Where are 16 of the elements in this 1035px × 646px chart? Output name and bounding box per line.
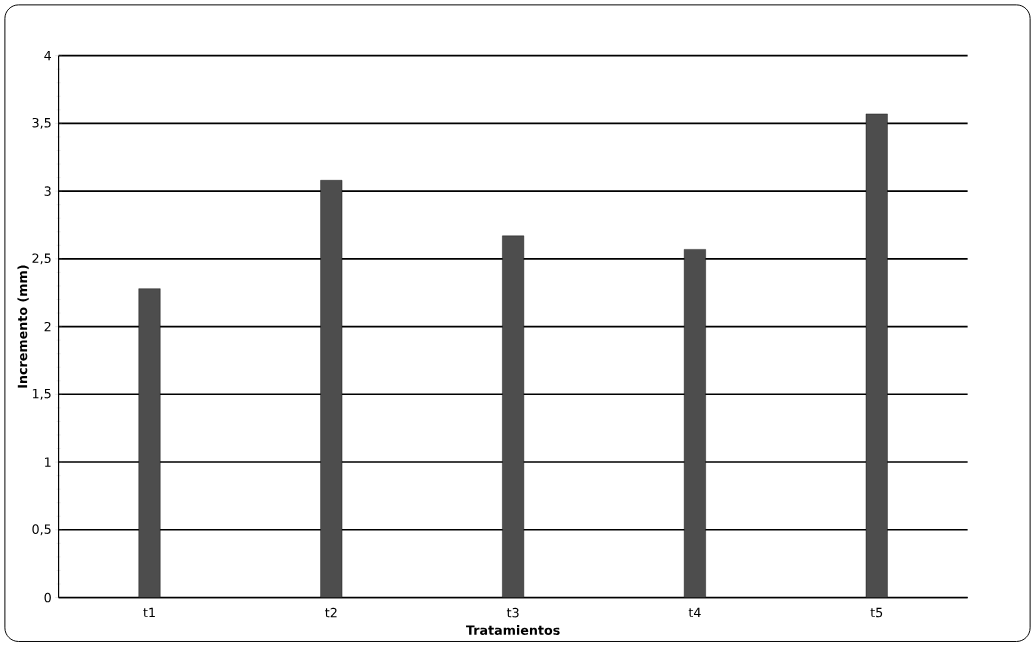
x-tick-label: t4 [688,607,701,617]
y-tick-label: 2 [44,321,51,332]
y-axis-title: Incremento (mm) [17,265,29,388]
y-tick-label: 1 [45,457,51,467]
x-tick-label: t1 [143,607,155,617]
y-tick-label: 0,5 [32,524,51,536]
y-tick-label: 2,5 [32,253,51,265]
y-tick-label: 1,5 [32,388,51,400]
y-tick-label: 3 [44,186,51,196]
x-tick-label: t2 [325,607,337,618]
y-tick-label: 4 [44,50,52,61]
x-axis-title: Tratamientos [466,624,560,635]
x-tick-label: t5 [870,607,883,618]
y-tick-label: 0 [44,592,51,603]
x-tick-label: t3 [506,607,519,618]
y-tick-label: 3,5 [32,117,51,129]
